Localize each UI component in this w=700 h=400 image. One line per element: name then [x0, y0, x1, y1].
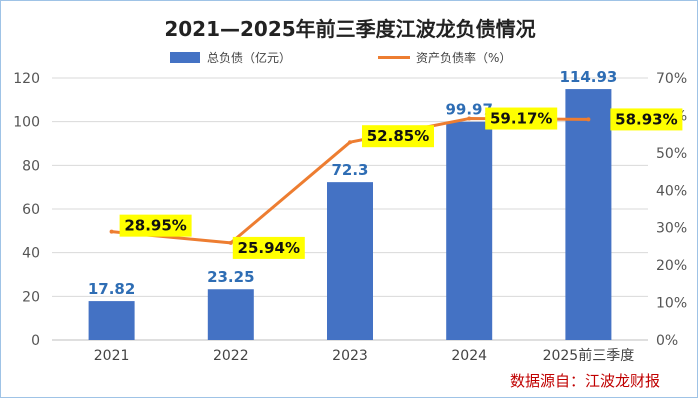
gridlines	[52, 77, 648, 341]
x-tick-label: 2021	[94, 348, 130, 364]
line-point	[109, 229, 114, 234]
y-right-tick-label: 30%	[656, 221, 687, 237]
chart-title: 2021—2025年前三季度江波龙负债情况	[164, 17, 535, 41]
bar-value-labels: 17.82 23.25 72.3 99.97 114.93	[88, 68, 617, 298]
line-point	[228, 240, 233, 245]
legend-line-label: 资产负债率（%）	[416, 50, 511, 65]
legend-bar-label: 总负债（亿元）	[207, 50, 291, 65]
y-left-tick-label: 20	[22, 289, 40, 305]
y-axis-left: 0 20 40 60 80 100 120	[13, 71, 40, 349]
y-left-tick-label: 80	[22, 158, 40, 174]
bar	[565, 89, 612, 341]
line-point	[348, 140, 352, 145]
bar-value-label: 17.82	[88, 280, 135, 298]
bar-value-label: 114.93	[559, 68, 617, 86]
line-value-label: 58.93%	[615, 110, 677, 128]
y-left-tick-label: 60	[22, 202, 40, 218]
y-right-tick-label: 70%	[656, 71, 687, 87]
line-point	[467, 116, 472, 121]
x-tick-label: 2022	[213, 348, 249, 364]
y-axis-right: 0%10%20%30%40%50%60%70%	[656, 71, 687, 349]
bar	[446, 121, 493, 340]
y-right-tick-label: 20%	[656, 258, 687, 274]
bar-value-label: 99.97	[445, 101, 492, 119]
x-tick-label: 2025前三季度	[543, 347, 635, 364]
bar	[327, 182, 373, 340]
line-value-label: 25.94%	[238, 239, 300, 257]
line-point	[586, 117, 591, 122]
bar-series	[88, 89, 612, 341]
x-axis: 2021 2022 2023 2024 2025前三季度	[94, 347, 634, 364]
x-tick-label: 2023	[332, 348, 368, 364]
y-left-tick-label: 0	[31, 333, 40, 349]
y-right-tick-label: 40%	[656, 183, 687, 199]
bar-value-label: 23.25	[207, 268, 254, 286]
line-value-label: 28.95%	[124, 217, 186, 235]
legend-bar-swatch	[170, 52, 200, 63]
bar-value-label: 72.3	[331, 161, 368, 179]
line-label-bg	[610, 108, 683, 131]
legend: 总负债（亿元） 资产负债率（%）	[170, 50, 511, 65]
bar	[207, 289, 254, 340]
source-note: 数据源自：江波龙财报	[510, 372, 660, 390]
x-tick-label: 2024	[451, 348, 487, 364]
y-left-tick-label: 100	[13, 115, 40, 131]
line-label-bg	[119, 214, 192, 237]
y-left-tick-label: 40	[22, 246, 40, 262]
line-label-bg	[232, 236, 305, 259]
line-value-label: 59.17%	[490, 110, 552, 128]
line-value-labels: 28.95% 25.94% 52.85% 59.17% 58.93%	[119, 107, 683, 259]
y-left-tick-label: 120	[13, 71, 40, 87]
y-right-tick-label: 0%	[656, 333, 678, 349]
line-label-bg	[485, 107, 558, 130]
y-right-tick-label: 50%	[656, 146, 687, 162]
y-right-tick-label: 10%	[656, 296, 687, 312]
line-label-bg	[362, 125, 434, 148]
line-value-label: 52.85%	[367, 127, 429, 145]
bar	[88, 301, 135, 340]
